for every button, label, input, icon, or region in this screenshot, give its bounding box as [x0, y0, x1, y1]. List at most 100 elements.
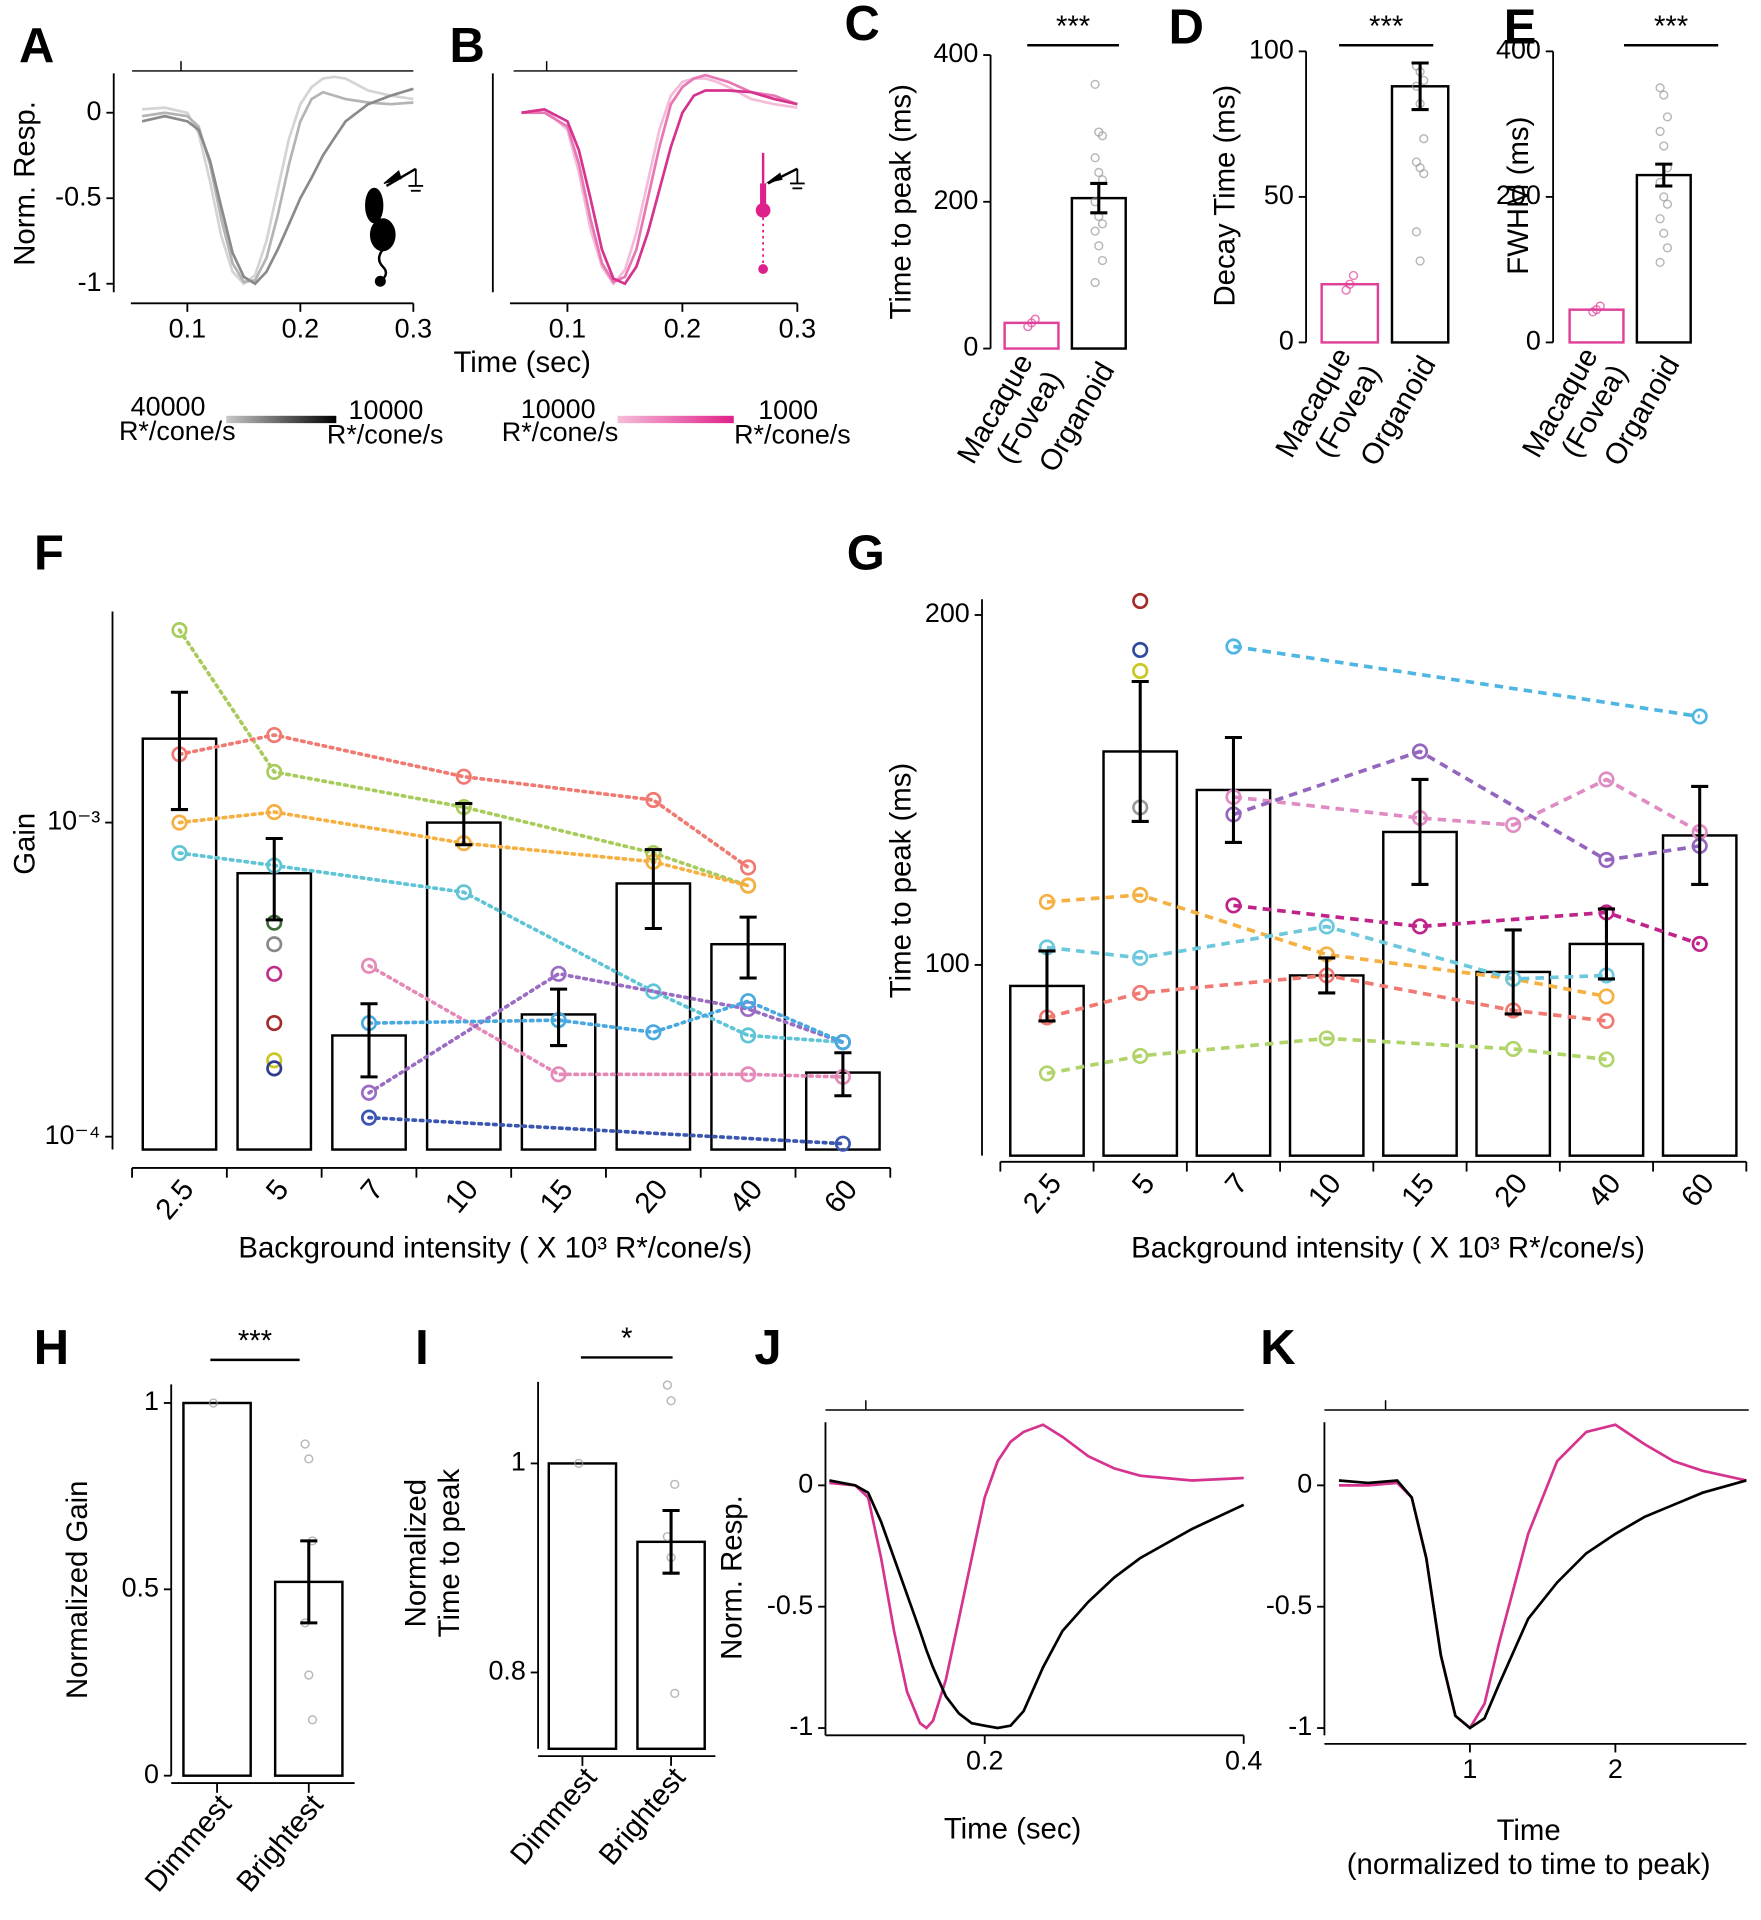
- legend-high: 1000: [758, 395, 818, 425]
- category-label: 20: [1488, 1167, 1534, 1213]
- cell-point: [1225, 897, 1242, 914]
- error-bar: [662, 1508, 680, 1575]
- data-point: [1411, 227, 1422, 237]
- cell-point: [740, 859, 757, 876]
- y-axis-label: Time to peak (ms): [884, 84, 917, 319]
- cell-point: [1411, 918, 1429, 935]
- error-bar: [1691, 784, 1709, 886]
- error-bar: [1597, 907, 1616, 981]
- y-tick-label: -0.5: [1266, 1590, 1312, 1620]
- cell-point: [1598, 851, 1615, 869]
- trace: [1338, 1479, 1747, 1730]
- error-bar: [1318, 956, 1336, 995]
- data-point: [1659, 192, 1669, 202]
- error-bar: [1038, 949, 1056, 1023]
- category-label: 10: [439, 1173, 485, 1219]
- x-axis-label: Time (sec): [453, 346, 590, 379]
- trace: [1338, 1423, 1747, 1731]
- data-point: [208, 1398, 219, 1408]
- cell-point: [1132, 984, 1149, 1002]
- category-label: 40: [723, 1173, 769, 1219]
- y-tick-label: -0.5: [767, 1590, 813, 1620]
- category-label: 15: [533, 1173, 579, 1219]
- cell-point: [1225, 638, 1242, 655]
- y-tick-label: 10⁻⁴: [45, 1120, 101, 1150]
- y-axis-label: Norm. Resp.: [716, 1495, 749, 1660]
- x-axis-label: Background intensity ( X 10³ R*/cone/s): [238, 1232, 752, 1265]
- data-point: [1419, 168, 1429, 179]
- data-point: [1662, 243, 1673, 253]
- data-point: [662, 1380, 673, 1390]
- data-point: [1595, 301, 1605, 311]
- data-point: [307, 1715, 318, 1725]
- legend-bar: [617, 415, 734, 424]
- cell-point: [171, 622, 188, 639]
- significance: ***: [1369, 10, 1403, 43]
- cell-line: [1233, 903, 1701, 946]
- data-point: [1090, 79, 1100, 90]
- significance: *: [621, 1322, 632, 1355]
- data-point: [1659, 141, 1669, 151]
- panel-letter: B: [449, 19, 484, 73]
- category-label: 5: [260, 1173, 296, 1207]
- cell-point: [455, 768, 472, 785]
- x-tick-label: 0.3: [395, 313, 432, 343]
- panel-letter: A: [19, 19, 54, 73]
- bar: [1003, 321, 1060, 350]
- cell-point: [266, 1060, 283, 1077]
- error-bar: [1090, 181, 1108, 215]
- cell-point: [1598, 771, 1615, 788]
- y-axis-label: FWHM (ms): [1502, 117, 1535, 275]
- category-label: 7: [354, 1173, 390, 1207]
- cell-point: [1505, 1040, 1522, 1058]
- y-tick-label: -1: [78, 267, 102, 297]
- y-tick-label: 10⁻³: [47, 806, 100, 836]
- x-tick-label: 1: [1462, 1754, 1477, 1784]
- cell-point: [834, 1135, 851, 1152]
- x-tick-label: 0.2: [664, 313, 701, 343]
- data-point: [666, 1396, 676, 1406]
- x-tick-label: 0.1: [169, 313, 206, 343]
- data-point: [1659, 228, 1669, 238]
- foveal-cone-icon: [755, 152, 805, 274]
- error-bar: [455, 801, 473, 847]
- y-tick-label: -0.5: [55, 181, 101, 211]
- error-bar: [644, 848, 662, 931]
- data-point: [1030, 314, 1040, 324]
- panel-letter: G: [847, 526, 885, 580]
- data-point: [1097, 131, 1108, 141]
- category-label: Dimmest: [138, 1788, 238, 1898]
- legend-unit: R*/cone/s: [502, 417, 619, 447]
- data-point: [1655, 83, 1665, 93]
- y-axis-label: Time to peak (ms): [884, 763, 917, 998]
- data-point: [1655, 257, 1665, 268]
- panel-letter: H: [34, 1321, 69, 1375]
- y-tick-label: 100: [1249, 34, 1294, 64]
- data-point: [1415, 256, 1425, 266]
- cell-point: [645, 1024, 662, 1041]
- cell-point: [455, 884, 472, 901]
- error-bar: [170, 690, 189, 812]
- cell-point: [1598, 1051, 1615, 1068]
- panel-letter: F: [34, 526, 64, 580]
- bar: [1390, 85, 1450, 344]
- cell-point: [266, 804, 283, 821]
- bar: [425, 821, 502, 1151]
- cell-point: [1505, 816, 1522, 834]
- category-label: 60: [818, 1173, 864, 1219]
- data-point: [1345, 279, 1355, 289]
- y-tick-label: 1: [511, 1447, 526, 1477]
- bar: [1288, 974, 1365, 1157]
- cell-point: [645, 791, 662, 809]
- cell-point: [1598, 988, 1615, 1005]
- panel-letter: K: [1260, 1321, 1295, 1375]
- cell-point: [360, 1109, 378, 1126]
- cell-line: [1233, 644, 1701, 719]
- legend-low: 40000: [131, 392, 206, 422]
- cell-point: [266, 965, 283, 982]
- y-tick-label: 200: [933, 185, 978, 215]
- x-tick-label: 0.1: [549, 313, 586, 343]
- x-axis-label: Time (normalized to time to peak): [1347, 1814, 1711, 1881]
